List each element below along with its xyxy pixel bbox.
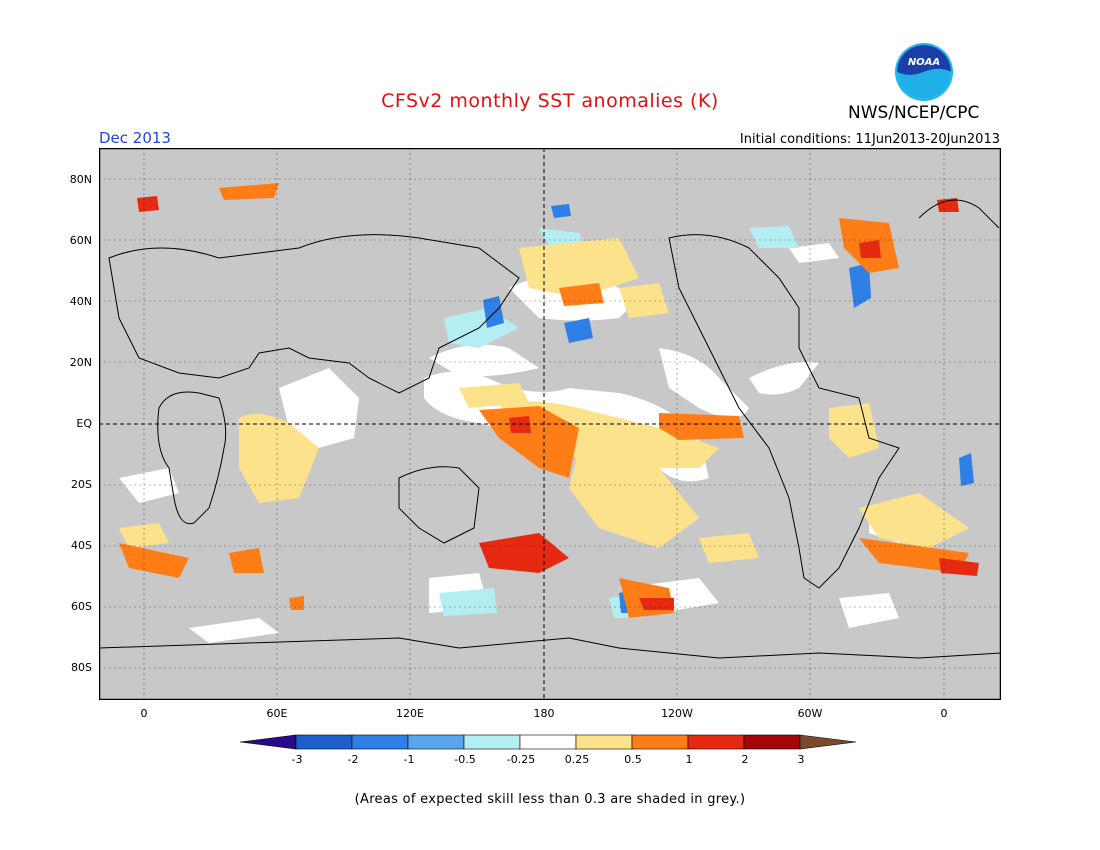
lon-label-0: 0 — [140, 707, 148, 720]
lon-label-120w: 120W — [661, 707, 693, 720]
colorbar-cell — [743, 734, 801, 750]
lat-label-40n: 40N — [69, 295, 92, 308]
lon-label-120e: 120E — [396, 707, 424, 720]
strong-positive-anomaly-regions — [137, 196, 979, 610]
colorbar-label: -3 — [291, 753, 303, 766]
sst-anomaly-map — [99, 148, 1001, 700]
lat-label-20n: 20N — [69, 356, 92, 369]
lon-label-60w: 60W — [797, 707, 823, 720]
colorbar-label: -0.25 — [506, 753, 536, 766]
colorbar-label: 0.5 — [624, 753, 642, 766]
lat-label-60s: 60S — [71, 600, 92, 613]
colorbar-cell — [407, 734, 465, 750]
lon-label-180: 180 — [533, 707, 555, 720]
agency-label: NWS/NCEP/CPC — [848, 103, 980, 123]
lon-label-60e: 60E — [266, 707, 288, 720]
colorbar-label: 3 — [797, 753, 805, 766]
colorbar — [239, 734, 857, 750]
colorbar-cell — [463, 734, 521, 750]
colorbar-cell — [295, 734, 353, 750]
svg-text:NOAA: NOAA — [908, 57, 940, 68]
colorbar-label: -1 — [403, 753, 415, 766]
negative-anomaly-regions — [483, 204, 974, 613]
lat-label-60n: 60N — [69, 234, 92, 247]
lat-label-80s: 80S — [71, 661, 92, 674]
lon-label-0-east: 0 — [940, 707, 948, 720]
initial-conditions: Initial conditions: 11Jun2013-20Jun2013 — [739, 132, 1000, 147]
coastlines — [99, 199, 1001, 659]
colorbar-cell — [631, 734, 689, 750]
graticule — [99, 148, 1001, 700]
colorbar-cell — [575, 734, 633, 750]
colorbar-cell — [239, 734, 297, 750]
map-frame — [99, 148, 1001, 700]
noaa-logo: NOAA — [895, 43, 953, 101]
colorbar-cell — [519, 734, 577, 750]
colorbar-label: 1 — [685, 753, 693, 766]
lat-label-eq: EQ — [76, 417, 92, 430]
weak-positive-anomaly-regions — [119, 238, 969, 563]
lat-label-20s: 20S — [71, 478, 92, 491]
colorbar-cell — [799, 734, 857, 750]
skill-footnote: (Areas of expected skill less than 0.3 a… — [354, 792, 746, 807]
colorbar-label: -0.5 — [454, 753, 476, 766]
lat-label-40s: 40S — [71, 539, 92, 552]
colorbar-cell — [687, 734, 745, 750]
lat-label-80n: 80N — [69, 173, 92, 186]
map-title: CFSv2 monthly SST anomalies (K) — [381, 90, 719, 112]
forecast-period: Dec 2013 — [99, 129, 171, 147]
colorbar-label: -2 — [347, 753, 359, 766]
colorbar-cell — [351, 734, 409, 750]
colorbar-label: 0.25 — [564, 753, 590, 766]
colorbar-label: 2 — [741, 753, 749, 766]
